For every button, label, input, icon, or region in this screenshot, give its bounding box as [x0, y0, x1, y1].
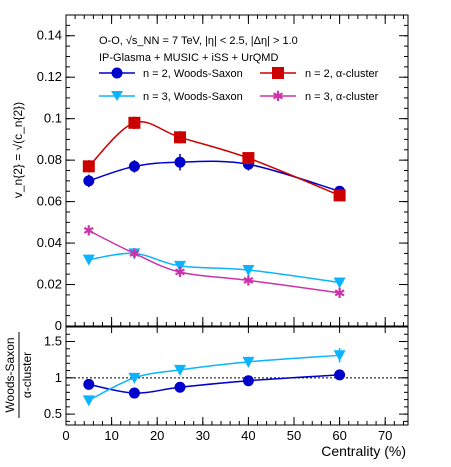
data-point-2: ✱	[174, 264, 186, 280]
data-point-0	[83, 175, 95, 187]
top-y-tick-label: 0.12	[37, 69, 62, 84]
top-panel: O-O, √s_NN = 7 TeV, |η| < 2.5, |Δη| > 1.…	[11, 35, 379, 198]
legend-label: n = 3, α-cluster	[305, 91, 379, 103]
annotation-line-1: O-O, √s_NN = 7 TeV, |η| < 2.5, |Δη| > 1.…	[99, 35, 298, 47]
data-point-0	[82, 395, 95, 407]
data-point-3	[242, 356, 255, 368]
data-point-4	[334, 369, 346, 381]
legend-label: n = 2, Woods-Saxon	[143, 68, 243, 80]
legend: n = 2, Woods-Saxon n = 2, α-cluster n = …	[99, 67, 379, 104]
top-y-tick-label: 0.14	[37, 28, 62, 43]
x-tick-label: 50	[287, 428, 301, 443]
top-y-tick-label: 0.04	[37, 235, 62, 250]
bottom-plot-frame	[65, 326, 409, 426]
ratio-label-denominator: α-cluster	[20, 352, 34, 398]
bottom-y-tick-label: 0.5	[44, 406, 62, 421]
data-point-3	[242, 375, 254, 387]
legend-entry-n2-woods-saxon: n = 2, Woods-Saxon	[99, 67, 243, 80]
data-point-4: ✱	[334, 285, 346, 301]
x-tick-label: 10	[104, 428, 118, 443]
legend-label: n = 2, α-cluster	[305, 68, 379, 80]
data-point-4	[333, 277, 346, 289]
data-point-1: ✱	[129, 245, 141, 261]
x-tick-label: 40	[241, 428, 255, 443]
top-y-tick-label: 0	[55, 318, 62, 333]
top-series-line-1	[88, 121, 340, 197]
data-point-2	[174, 156, 186, 168]
legend-entry-n2-alpha-cluster: n = 2, α-cluster	[260, 67, 379, 80]
data-point-0	[82, 160, 95, 173]
legend-marker-star-icon: ✱	[272, 88, 284, 104]
ratio-series-0	[83, 369, 346, 399]
data-point-0	[83, 378, 95, 390]
top-y-tick-label: 0.06	[37, 194, 62, 209]
x-tick-label: 60	[332, 428, 346, 443]
x-tick-label: 70	[378, 428, 392, 443]
data-point-2	[174, 381, 186, 393]
legend-label: n = 3, Woods-Saxon	[143, 91, 243, 103]
data-point-1	[128, 387, 140, 399]
data-point-3: ✱	[243, 272, 255, 288]
bottom-panel: Woods-Saxon α-cluster Centrality (%)	[3, 332, 406, 459]
top-series-1	[82, 116, 346, 202]
data-point-0	[82, 254, 95, 266]
x-axis-label: Centrality (%)	[321, 443, 406, 459]
data-point-4	[333, 350, 346, 362]
data-point-3	[242, 152, 255, 165]
top-series-0	[83, 153, 346, 197]
legend-entry-n3-woods-saxon: n = 3, Woods-Saxon	[99, 91, 243, 103]
legend-marker-square-icon	[272, 67, 284, 79]
top-series-3: ✱ ✱ ✱ ✱ ✱	[83, 223, 346, 301]
x-tick-label: 30	[196, 428, 210, 443]
top-series-line-3	[88, 229, 340, 294]
ratio-label-numerator: Woods-Saxon	[3, 337, 17, 412]
data-point-3	[242, 265, 255, 277]
bottom-y-tick-label: 1.5	[44, 334, 62, 349]
top-series-line-2	[88, 252, 340, 284]
top-y-axis-label: v_n{2} = √(c_n{2})	[11, 102, 25, 198]
top-series-line-0	[88, 160, 340, 192]
data-point-1	[128, 160, 140, 172]
top-y-tick-label: 0.1	[44, 111, 62, 126]
data-point-2	[174, 131, 186, 144]
ratio-series-1	[82, 348, 346, 407]
legend-entry-n3-alpha-cluster: ✱ n = 3, α-cluster	[260, 88, 379, 104]
data-point-0: ✱	[83, 223, 95, 239]
data-point-1	[128, 372, 141, 384]
legend-marker-triangle-icon	[111, 91, 123, 101]
bottom-y-tick-label: 1	[55, 370, 62, 385]
top-y-tick-label: 0.02	[37, 277, 62, 292]
top-series-2	[82, 248, 346, 289]
annotation-line-2: IP-Glasma + MUSIC + iSS + UrQMD	[99, 52, 278, 64]
data-point-4	[333, 189, 346, 202]
top-y-tick-label: 0.08	[37, 152, 62, 167]
data-point-2	[174, 364, 186, 376]
data-point-1	[128, 116, 141, 129]
legend-marker-circle-icon	[111, 67, 123, 79]
data-point-2	[174, 260, 186, 272]
x-tick-label: 0	[62, 428, 69, 443]
x-tick-label: 20	[150, 428, 164, 443]
